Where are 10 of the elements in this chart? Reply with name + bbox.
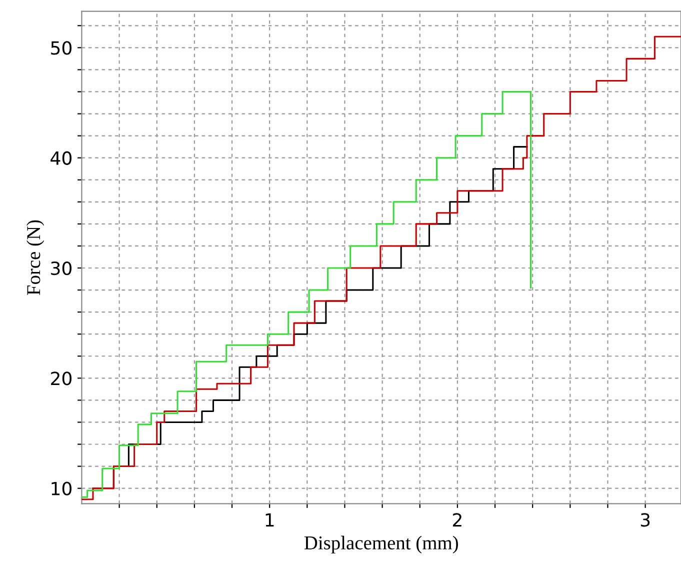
y-tick-label: 40: [50, 151, 72, 165]
x-tick-label: 3: [640, 513, 650, 527]
y-tick-label: 20: [51, 372, 72, 386]
x-tick-label: 2: [453, 513, 462, 526]
x-tick-label: 1: [266, 513, 274, 526]
y-axis-title: Force (N): [26, 220, 44, 296]
y-tick-label: 10: [52, 482, 72, 496]
x-axis-title: Displacement (mm): [304, 536, 458, 554]
y-tick-label: 30: [51, 261, 72, 276]
y-tick-label: 50: [51, 41, 72, 55]
